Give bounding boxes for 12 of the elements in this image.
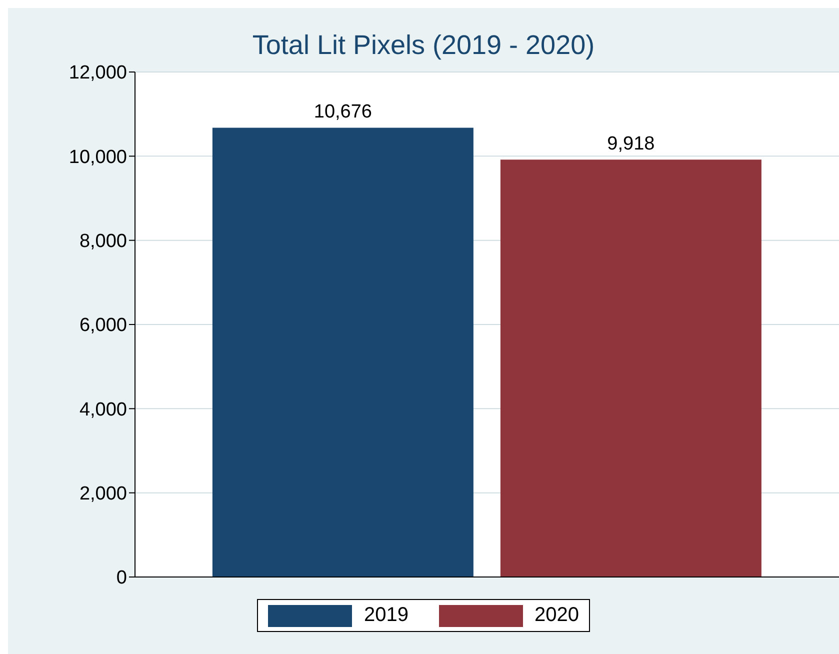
chart-title: Total Lit Pixels (2019 - 2020) <box>251 29 596 60</box>
y-tick-label: 2,000 <box>79 484 127 505</box>
y-tick-label: 8,000 <box>79 231 127 252</box>
legend-label: 2019 <box>364 604 408 627</box>
y-tick-label: 6,000 <box>79 315 127 336</box>
data-label: 9,918 <box>607 134 655 155</box>
legend-label: 2020 <box>534 604 579 627</box>
y-tick-label: 0 <box>116 568 127 589</box>
y-tick-label: 12,000 <box>68 62 127 84</box>
y-tick-label: 4,000 <box>79 399 127 420</box>
data-label: 10,676 <box>314 102 372 123</box>
y-tick-label: 10,000 <box>68 146 127 168</box>
